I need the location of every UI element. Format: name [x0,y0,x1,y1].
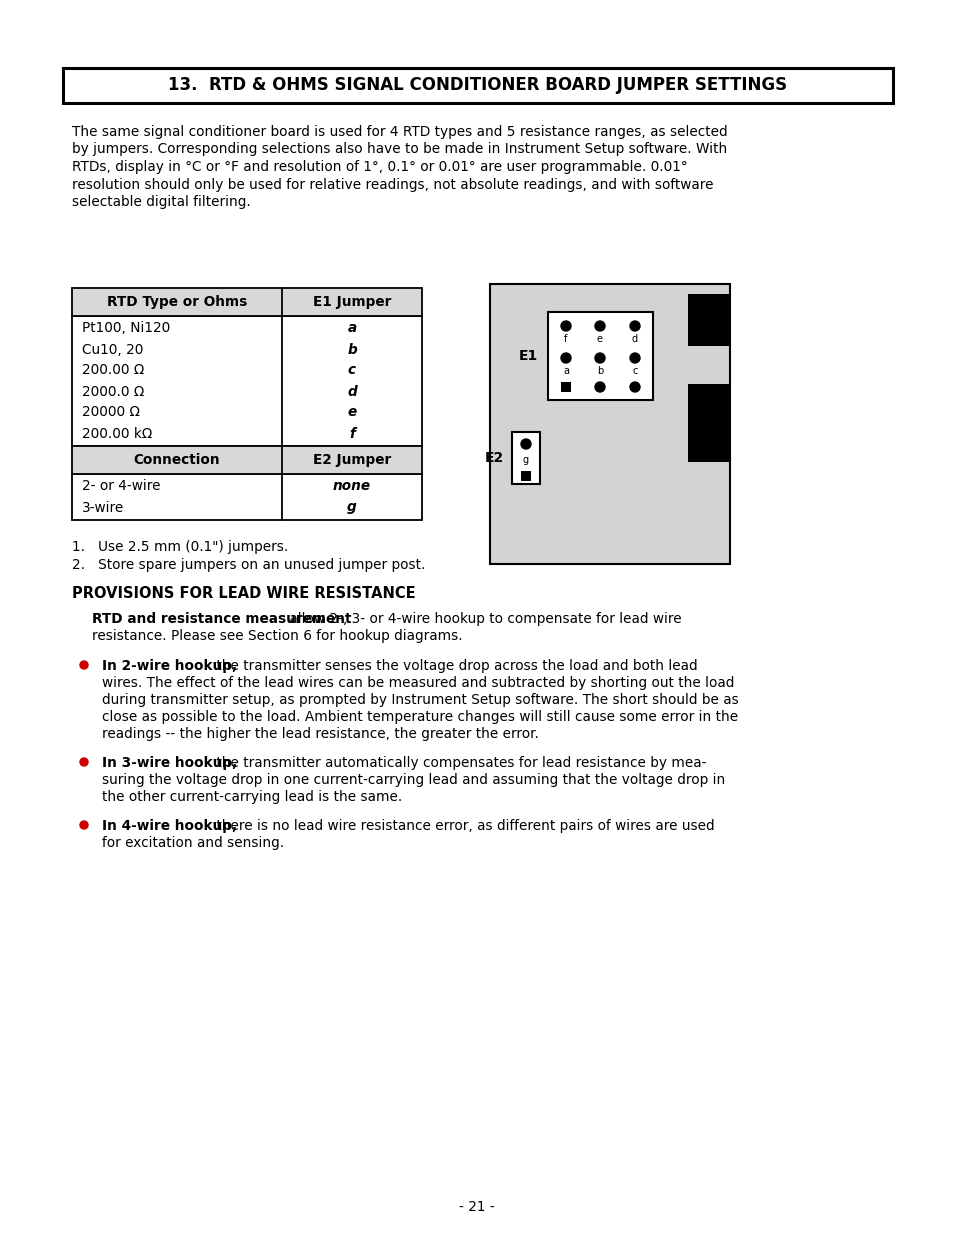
Text: c: c [632,366,637,375]
Text: a: a [562,366,568,375]
Text: during transmitter setup, as prompted by Instrument Setup software. The short sh: during transmitter setup, as prompted by… [102,693,738,706]
Text: a: a [347,321,356,336]
Bar [560,382,571,391]
Circle shape [629,321,639,331]
Text: In 4-wire hookup,: In 4-wire hookup, [102,819,237,832]
Bar [490,284,729,564]
Bar [71,316,421,446]
Text: close as possible to the load. Ambient temperature changes will still cause some: close as possible to the load. Ambient t… [102,710,738,724]
Circle shape [560,321,571,331]
Text: wires. The effect of the lead wires can be measured and subtracted by shorting o: wires. The effect of the lead wires can … [102,676,734,690]
Bar [687,384,729,462]
Text: suring the voltage drop in one current-carrying lead and assuming that the volta: suring the voltage drop in one current-c… [102,773,724,787]
Circle shape [595,321,604,331]
Text: In 2-wire hookup,: In 2-wire hookup, [102,659,237,673]
Text: allow 2-, 3- or 4-wire hookup to compensate for lead wire: allow 2-, 3- or 4-wire hookup to compens… [285,613,681,626]
Circle shape [595,353,604,363]
Text: 20000 Ω: 20000 Ω [82,405,140,420]
Text: g: g [522,454,529,466]
Text: E2 Jumper: E2 Jumper [313,453,391,467]
Text: there is no lead wire resistance error, as different pairs of wires are used: there is no lead wire resistance error, … [212,819,714,832]
Text: c: c [348,363,355,378]
Circle shape [595,382,604,391]
Text: E2: E2 [484,451,503,466]
Text: 1.   Use 2.5 mm (0.1") jumpers.: 1. Use 2.5 mm (0.1") jumpers. [71,540,288,555]
Circle shape [520,438,531,450]
Text: Cu10, 20: Cu10, 20 [82,342,143,357]
Circle shape [629,353,639,363]
Text: the transmitter senses the voltage drop across the load and both lead: the transmitter senses the voltage drop … [212,659,697,673]
Text: b: b [597,366,602,375]
Circle shape [629,382,639,391]
Text: f: f [349,426,355,441]
Text: d: d [631,333,638,345]
Text: resolution should only be used for relative readings, not absolute readings, and: resolution should only be used for relat… [71,178,713,191]
Text: g: g [347,500,356,515]
Circle shape [80,661,88,669]
Text: In 3-wire hookup,: In 3-wire hookup, [102,756,237,769]
Text: 2000.0 Ω: 2000.0 Ω [82,384,144,399]
Bar [71,474,421,520]
Text: 2.   Store spare jumpers on an unused jumper post.: 2. Store spare jumpers on an unused jump… [71,558,425,572]
Bar [63,68,892,103]
Text: by jumpers. Corresponding selections also have to be made in Instrument Setup so: by jumpers. Corresponding selections als… [71,142,726,157]
Text: E1: E1 [517,350,537,363]
Text: for excitation and sensing.: for excitation and sensing. [102,836,284,850]
Bar [687,294,729,346]
Text: e: e [347,405,356,420]
Text: RTDs, display in °C or °F and resolution of 1°, 0.1° or 0.01° are user programma: RTDs, display in °C or °F and resolution… [71,161,687,174]
Text: 13.  RTD & OHMS SIGNAL CONDITIONER BOARD JUMPER SETTINGS: 13. RTD & OHMS SIGNAL CONDITIONER BOARD … [169,77,787,95]
Bar [547,312,652,400]
Text: selectable digital filtering.: selectable digital filtering. [71,195,251,209]
Text: RTD Type or Ohms: RTD Type or Ohms [107,295,247,309]
Text: The same signal conditioner board is used for 4 RTD types and 5 resistance range: The same signal conditioner board is use… [71,125,727,140]
Text: d: d [347,384,356,399]
Bar [520,471,531,480]
Text: Pt100, Ni120: Pt100, Ni120 [82,321,170,336]
Text: e: e [597,333,602,345]
Text: 200.00 Ω: 200.00 Ω [82,363,144,378]
Circle shape [80,758,88,766]
Bar [512,432,539,484]
Text: Connection: Connection [133,453,220,467]
Text: PROVISIONS FOR LEAD WIRE RESISTANCE: PROVISIONS FOR LEAD WIRE RESISTANCE [71,585,416,601]
Text: RTD and resistance measurement: RTD and resistance measurement [91,613,351,626]
Text: readings -- the higher the lead resistance, the greater the error.: readings -- the higher the lead resistan… [102,727,538,741]
Text: 3-wire: 3-wire [82,500,124,515]
Bar [71,288,421,316]
Text: f: f [564,333,567,345]
Text: 200.00 kΩ: 200.00 kΩ [82,426,152,441]
Text: b: b [347,342,356,357]
Text: 2- or 4-wire: 2- or 4-wire [82,479,160,494]
Bar [71,446,421,474]
Circle shape [80,821,88,829]
Text: resistance. Please see Section 6 for hookup diagrams.: resistance. Please see Section 6 for hoo… [91,629,462,643]
Text: E1 Jumper: E1 Jumper [313,295,391,309]
Text: the other current-carrying lead is the same.: the other current-carrying lead is the s… [102,790,402,804]
Text: - 21 -: - 21 - [458,1200,495,1214]
Text: the transmitter automatically compensates for lead resistance by mea-: the transmitter automatically compensate… [212,756,705,769]
Circle shape [560,353,571,363]
Text: none: none [333,479,371,494]
